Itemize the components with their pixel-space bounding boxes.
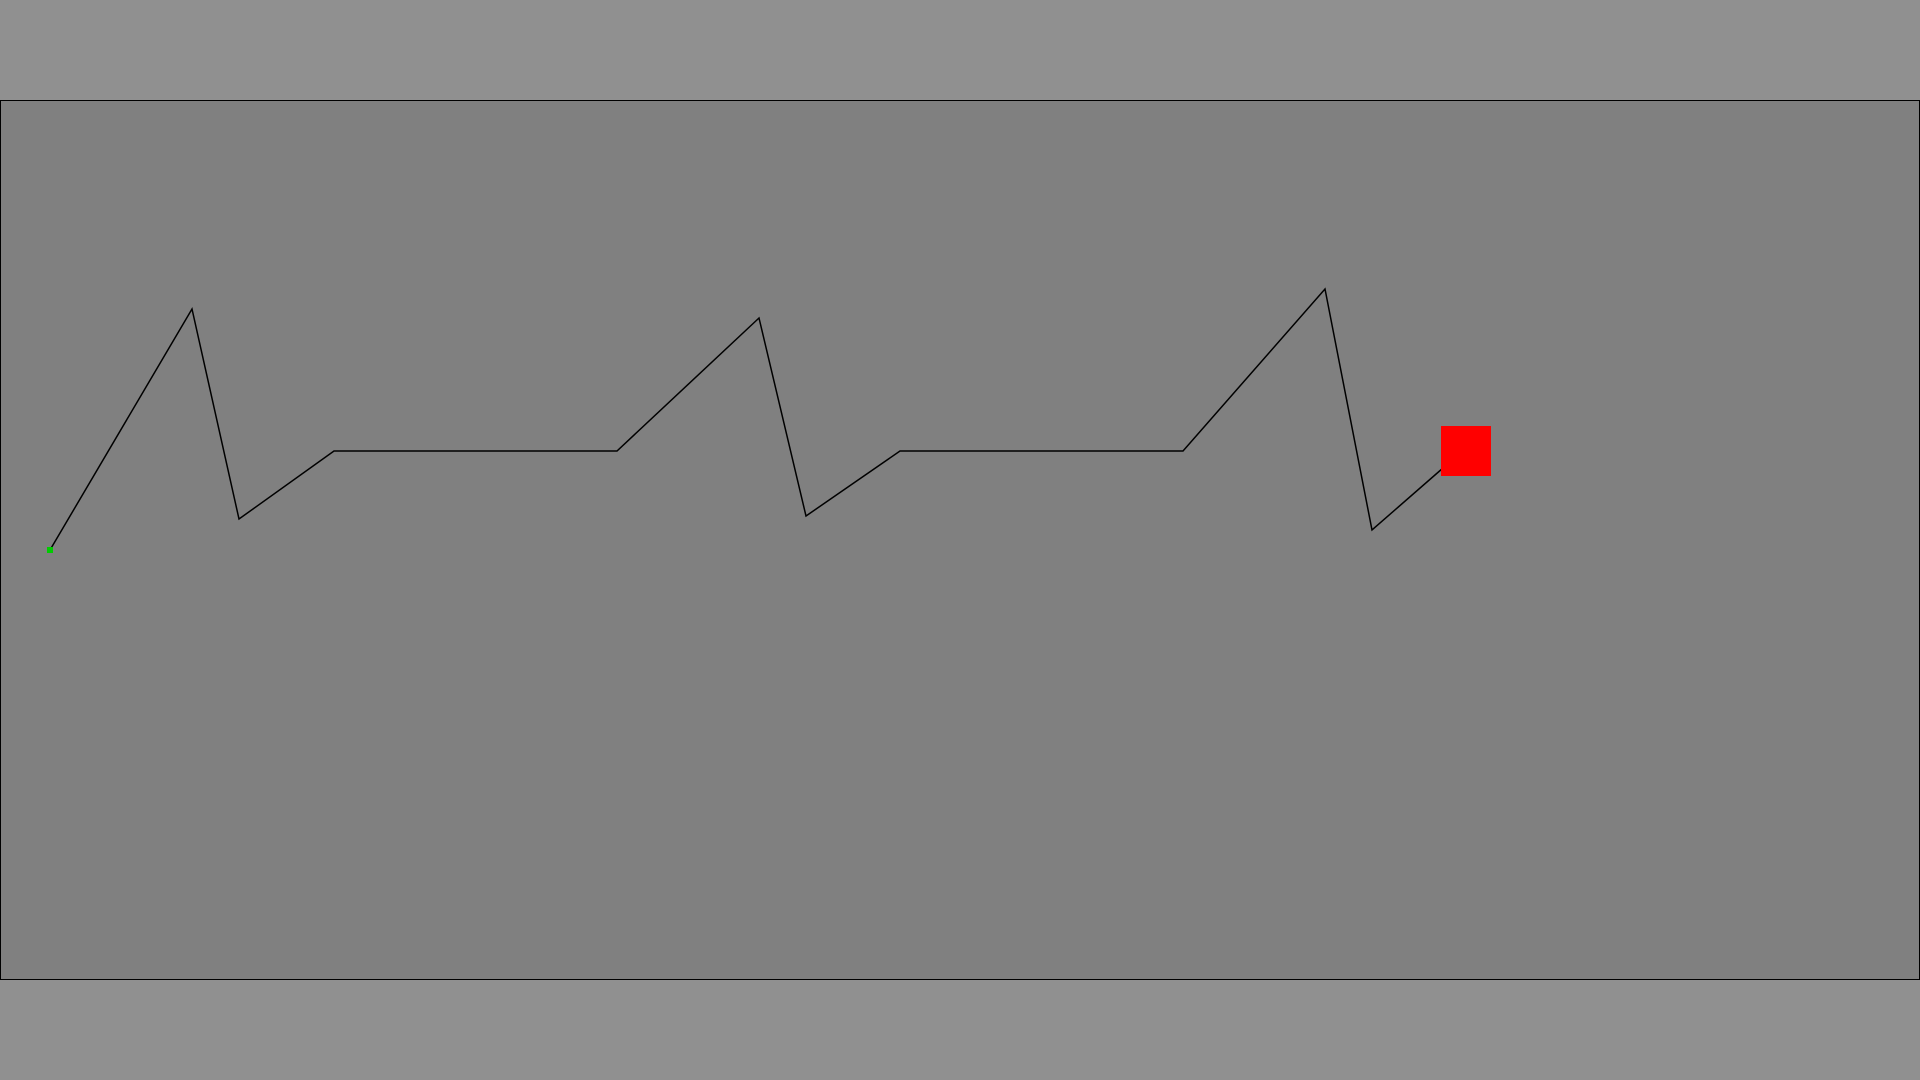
trail-path xyxy=(49,287,1444,551)
player-square-icon[interactable] xyxy=(1441,426,1491,476)
game-canvas[interactable] xyxy=(0,100,1920,980)
game-scene xyxy=(47,287,1491,553)
start-marker-icon xyxy=(47,547,53,553)
